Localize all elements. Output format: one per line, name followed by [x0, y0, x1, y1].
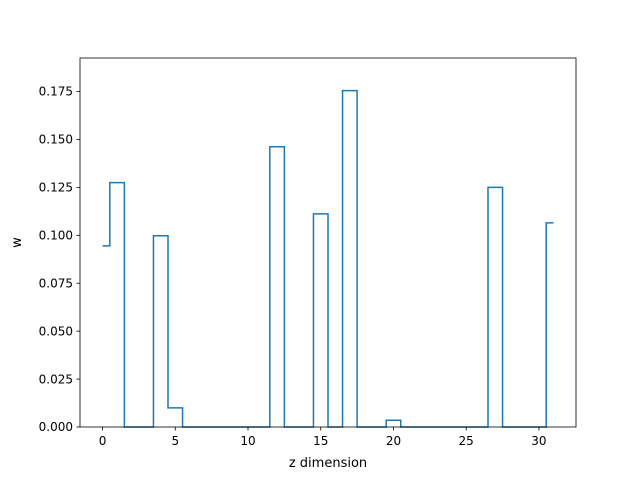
x-tick-label: 30 [531, 434, 546, 448]
x-tick-label: 10 [240, 434, 255, 448]
y-tick-label: 0.025 [39, 372, 73, 386]
axes-frame [79, 57, 577, 428]
y-tick-label: 0.175 [39, 85, 73, 99]
x-tick-label: 0 [99, 434, 107, 448]
y-tick-label: 0.050 [39, 324, 73, 338]
x-tick-label: 15 [313, 434, 328, 448]
x-tick-label: 5 [171, 434, 179, 448]
y-axis-label: w [10, 237, 25, 248]
y-tick-label: 0.150 [39, 133, 73, 147]
y-tick-label: 0.000 [39, 420, 73, 434]
x-tick-label: 20 [386, 434, 401, 448]
y-tick-label: 0.075 [39, 276, 73, 290]
axis-ticks: 0 5 10 15 20 25 30 0.000 0.025 0.050 0.075 0.100 0.1… [39, 85, 547, 448]
y-tick-label: 0.100 [39, 229, 73, 243]
x-tick-label: 25 [459, 434, 474, 448]
x-axis-label: z dimension [289, 456, 367, 471]
y-tick-label: 0.125 [39, 181, 73, 195]
